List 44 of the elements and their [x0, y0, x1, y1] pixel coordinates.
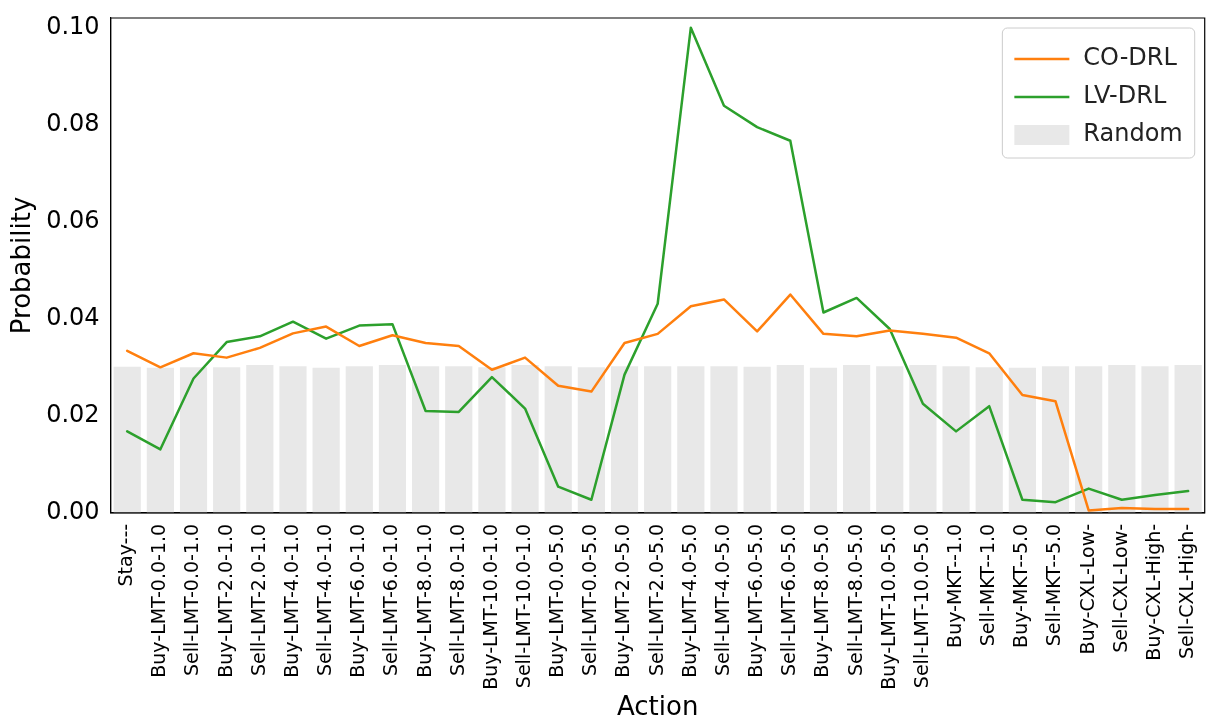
- x-tick-label: Stay---: [114, 523, 137, 587]
- x-tick-label: Buy-LMT-10.0-1.0: [478, 523, 501, 690]
- x-tick-label: Buy-LMT-6.0-1.0: [346, 523, 369, 678]
- x-tick-label: Sell-LMT-2.0-1.0: [246, 523, 269, 677]
- x-tick-label: Sell-CXL-Low-: [1108, 523, 1131, 653]
- x-tick-label: Sell-MKT--1.0: [976, 523, 999, 647]
- legend-label: Random: [1083, 119, 1183, 148]
- x-tick-label: Sell-LMT-10.0-1.0: [512, 523, 534, 689]
- x-tick-label: Buy-MKT--1.0: [943, 523, 965, 648]
- x-tick-label: Buy-LMT-6.0-5.0: [744, 523, 767, 678]
- x-tick-label: Sell-LMT-6.0-5.0: [777, 523, 800, 677]
- y-tick-label: 0.10: [46, 11, 100, 40]
- x-tick-label: Buy-LMT-8.0-5.0: [810, 523, 833, 678]
- x-tick-label: Sell-LMT-6.0-1.0: [379, 523, 402, 677]
- x-tick-label: Sell-LMT-2.0-5.0: [644, 523, 667, 677]
- x-tick-label: Buy-LMT-4.0-5.0: [677, 523, 700, 678]
- x-tick-label: Sell-LMT-0.0-5.0: [578, 523, 601, 677]
- x-tick-label: Sell-LMT-4.0-5.0: [710, 523, 733, 677]
- x-tick-label: Buy-LMT-2.0-5.0: [611, 523, 634, 678]
- x-tick-label: Sell-LMT-8.0-5.0: [843, 523, 866, 677]
- y-axis-title: Probability: [6, 196, 37, 335]
- x-tick-label: Buy-MKT--5.0: [1009, 523, 1032, 648]
- x-tick-label: Sell-LMT-8.0-1.0: [445, 523, 468, 677]
- y-tick-label: 0.06: [46, 206, 100, 235]
- legend-label: CO-DRL: [1083, 43, 1178, 72]
- x-tick-label: Buy-LMT-2.0-1.0: [213, 523, 236, 678]
- x-tick-label: Buy-LMT-8.0-1.0: [412, 523, 435, 678]
- x-tick-label: Buy-LMT-4.0-1.0: [279, 523, 302, 678]
- x-tick-label: Buy-LMT-0.0-1.0: [147, 523, 170, 678]
- y-tick-label: 0.04: [46, 303, 100, 332]
- x-tick-label: Buy-LMT-0.0-5.0: [545, 523, 568, 678]
- y-tick-label: 0.00: [46, 497, 100, 526]
- x-axis-title: Action: [616, 691, 699, 722]
- y-tick-label: 0.02: [46, 400, 100, 429]
- x-tick-label: Buy-LMT-10.0-5.0: [876, 523, 899, 690]
- x-tick-label: Sell-CXL-High-: [1175, 523, 1198, 659]
- legend-label: LV-DRL: [1083, 81, 1167, 110]
- x-tick-label: Sell-MKT--5.0: [1042, 523, 1065, 647]
- y-tick-label: 0.08: [46, 108, 100, 137]
- x-tick-label: Buy-CXL-High-: [1141, 523, 1164, 661]
- x-tick-label: Sell-LMT-4.0-1.0: [313, 523, 336, 677]
- x-tick-label: Sell-LMT-10.0-5.0: [909, 523, 932, 689]
- x-tick-label: Sell-LMT-0.0-1.0: [180, 523, 203, 677]
- x-tick-label: Buy-CXL-Low-: [1075, 523, 1098, 655]
